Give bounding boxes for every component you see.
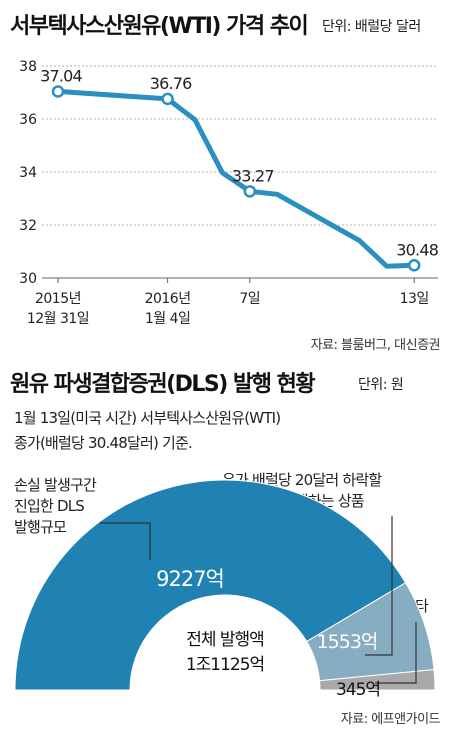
y-tick-label: 36 [19,112,37,128]
data-point-marker [407,259,421,272]
x-tick-label: 2016년 [145,291,191,307]
center-label-total-value: 1조1125억 [186,655,264,675]
y-tick-label: 32 [19,218,37,234]
data-label: 37.04 [40,66,82,85]
leader-line [100,522,151,560]
dls-chart-source: 자료: 에프앤가이드 [340,712,441,727]
x-tick-label: 12월 31일 [27,311,89,327]
dls-note-line2: 종가(배럴당 30.48달러) 기준. [14,434,193,452]
slice-label-loss: 9227억 [156,567,224,591]
data-label: 30.48 [396,240,438,259]
data-label: 36.76 [150,74,192,93]
loss-annotation-line2: 진입한 DLS [14,497,85,515]
slice-other [319,669,436,691]
wti-line-chart: 30 32 34 36 38 2015년 12월 31일 2016년 1월 4일 7일 13일 37.… [19,59,439,327]
leader-line [375,622,417,684]
x-tick-label: 7일 [239,291,260,307]
data-point-marker [243,185,257,198]
x-tick-label: 2015년 [35,291,81,307]
dls-chart-title: 원유 파생결합증권(DLS) 발행 현황 [10,372,316,397]
line-chart-title: 서부텍사스산원유(WTI) 가격 추이 [10,14,309,39]
loss-annotation-line3: 발행규모 [14,518,67,536]
slice-label-other: 345억 [336,680,380,700]
x-tick-label: 1월 4일 [145,311,191,327]
line-chart-unit: 단위: 배럴당 달러 [322,19,421,35]
y-tick-label: 38 [19,59,37,75]
x-tick-label: 13일 [400,291,429,307]
leader-line [365,516,393,656]
dls-chart-unit: 단위: 원 [358,377,404,393]
y-tick-label: 30 [19,271,37,287]
loss-annotation: 손실 발생구간 진입한 DLS 발행규모 [14,475,97,538]
data-label: 33.27 [232,166,274,185]
y-tick-label: 34 [19,165,37,181]
dls-note-line1: 1월 13일(미국 시간) 서부텍사스산원유(WTI) [14,409,281,427]
line-chart-source: 자료: 블룸버그, 대신증권 [310,338,441,353]
center-label-total-title: 전체 발행액 [186,630,264,650]
data-point-marker [161,92,174,106]
slice-loss-dls [14,479,407,691]
data-point-marker [51,85,65,98]
loss-annotation-line1: 손실 발생구간 [14,476,97,494]
slice-label-risk: 1553억 [317,631,378,653]
